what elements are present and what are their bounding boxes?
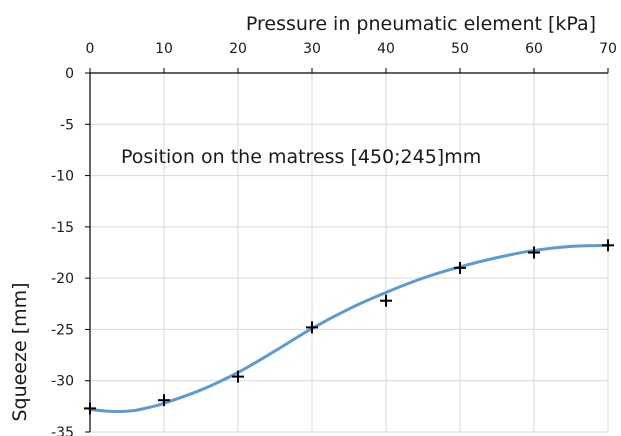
data-point-marker <box>232 370 244 383</box>
x-tick-label: 20 <box>229 41 247 57</box>
data-point-marker <box>528 246 540 259</box>
axes <box>85 68 609 433</box>
chart-annotation: Position on the matress [450;245]mm <box>121 146 481 168</box>
y-axis-title: Squeeze [mm] <box>9 282 31 421</box>
data-point-marker <box>602 239 614 252</box>
x-tick-label: 10 <box>155 41 173 57</box>
x-tick-label: 30 <box>303 41 321 57</box>
data-point-marker <box>84 402 96 415</box>
x-tick-labels: 0 10 20 30 40 50 60 70 <box>86 41 617 57</box>
y-tick-label: -10 <box>51 169 74 185</box>
y-tick-labels: 0 -5 -10 -15 -20 -25 -30 -35 <box>51 66 74 436</box>
x-tick-label: 0 <box>86 41 95 57</box>
y-tick-label: -25 <box>51 322 74 338</box>
x-tick-label: 40 <box>377 41 395 57</box>
x-axis-title: Pressure in pneumatic element [kPa] <box>246 13 596 35</box>
data-point-marker <box>454 261 466 274</box>
y-tick-label: -30 <box>51 374 74 390</box>
y-tick-label: -15 <box>51 220 74 236</box>
data-point-marker <box>158 394 170 407</box>
y-tick-label: 0 <box>65 66 74 82</box>
y-tick-label: -20 <box>51 271 74 287</box>
x-tick-label: 60 <box>525 41 543 57</box>
data-point-marker <box>380 294 392 307</box>
data-point-marker <box>306 321 318 334</box>
y-tick-label: -5 <box>60 117 74 133</box>
y-tick-label: -35 <box>51 425 74 436</box>
trend-line <box>88 243 610 414</box>
x-tick-label: 50 <box>451 41 469 57</box>
x-tick-label: 70 <box>599 41 617 57</box>
data-series <box>84 239 614 415</box>
